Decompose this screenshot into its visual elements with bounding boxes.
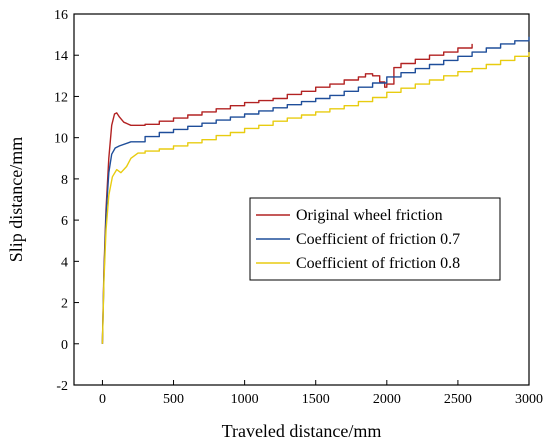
y-tick-label: 2	[61, 297, 68, 312]
x-tick-label: 1500	[302, 392, 330, 407]
legend-box	[249, 197, 501, 281]
y-tick-label: 10	[54, 132, 68, 147]
y-tick-label: 8	[61, 173, 68, 188]
y-tick-label: -2	[56, 379, 68, 394]
series-line-3	[101, 52, 530, 344]
y-tick-label: 0	[61, 338, 68, 353]
y-tick-label: 12	[54, 90, 68, 105]
x-axis-title: Traveled distance/mm	[222, 421, 382, 441]
series-line-1	[101, 43, 473, 344]
legend-label: Original wheel friction	[296, 207, 443, 224]
x-tick-label: 3000	[515, 392, 543, 407]
plot-frame	[73, 13, 530, 386]
x-tick-label: 2000	[373, 392, 401, 407]
tick-layer: 0 500 1000 1500 2000 2500 3000 -2 0 2 4 6 8 10 12 14 16	[54, 8, 543, 407]
plot-border	[73, 13, 530, 386]
x-tick-label: 2500	[444, 392, 472, 407]
x-tick-label: 0	[99, 392, 106, 407]
legend: Original wheel friction Coefficient of fr…	[249, 197, 501, 281]
series-line-2	[101, 36, 530, 344]
x-tick-label: 500	[163, 392, 184, 407]
y-tick-label: 4	[61, 255, 68, 270]
y-tick-label: 14	[54, 49, 68, 64]
y-tick-label: 6	[61, 214, 68, 229]
legend-label: Coefficient of friction 0.7	[296, 231, 460, 248]
legend-label: Coefficient of friction 0.8	[296, 255, 460, 272]
series-layer	[101, 36, 530, 344]
y-axis-title: Slip distance/mm	[6, 137, 26, 263]
x-tick-label: 1000	[231, 392, 259, 407]
y-tick-label: 16	[54, 8, 68, 23]
